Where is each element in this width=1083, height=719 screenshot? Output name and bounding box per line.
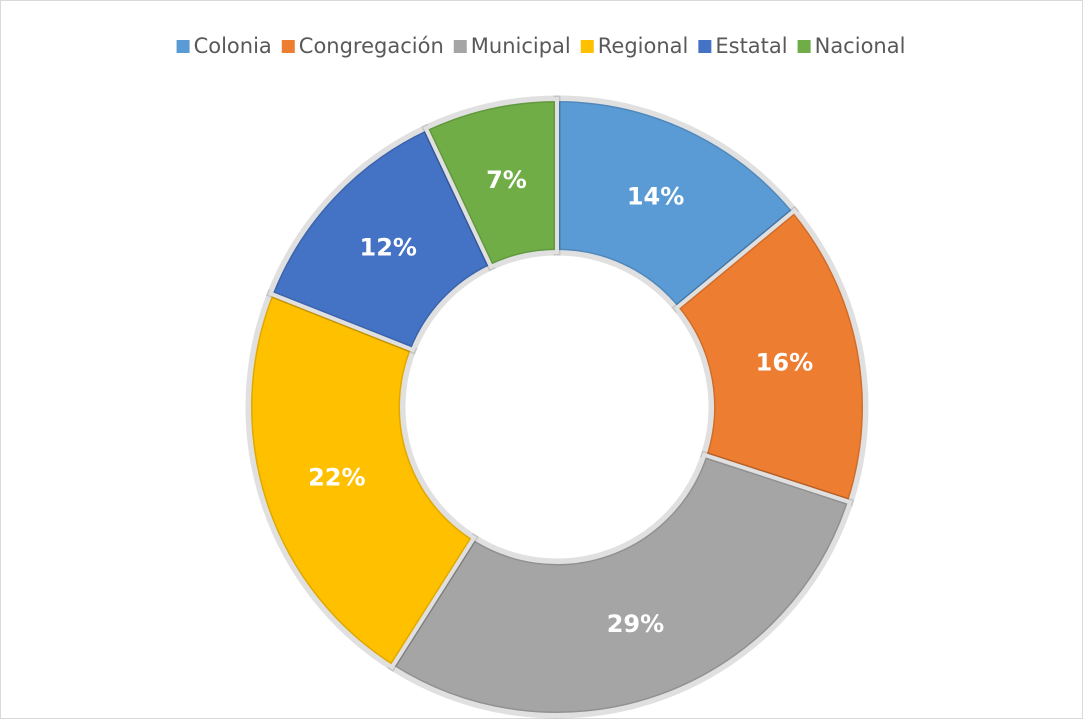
slice bbox=[423, 96, 559, 270]
slice bbox=[673, 207, 867, 505]
slice bbox=[389, 452, 853, 717]
slice-edge bbox=[387, 450, 855, 719]
slice-edge bbox=[245, 289, 479, 672]
legend-label: Estatal bbox=[715, 34, 787, 58]
slice bbox=[555, 96, 798, 312]
slice bbox=[247, 291, 477, 670]
legend-label: Congregación bbox=[299, 34, 444, 58]
data-label: 16% bbox=[756, 349, 813, 377]
legend-label: Nacional bbox=[815, 34, 906, 58]
legend-label: Regional bbox=[598, 34, 689, 58]
legend-swatch bbox=[698, 40, 712, 53]
legend-label: Colonia bbox=[194, 34, 272, 58]
data-label: 14% bbox=[627, 183, 684, 211]
slices: 14% 16% 29% 22% 12% 7% bbox=[245, 95, 869, 719]
data-label: 29% bbox=[607, 610, 664, 638]
legend-swatch bbox=[453, 40, 467, 53]
data-label: 7% bbox=[486, 166, 527, 194]
legend-swatch bbox=[797, 40, 811, 53]
slice-edge bbox=[553, 95, 800, 314]
data-label: 22% bbox=[308, 464, 365, 492]
slice-edge bbox=[421, 95, 561, 272]
legend-swatch bbox=[281, 40, 295, 53]
slice-edge bbox=[671, 205, 869, 507]
legend-label: Municipal bbox=[471, 34, 571, 58]
data-label: 12% bbox=[360, 234, 417, 262]
legend: Colonia Congregación Municipal Regional Esta… bbox=[176, 34, 906, 58]
legend-swatch bbox=[176, 40, 190, 53]
legend-swatch bbox=[580, 40, 594, 53]
